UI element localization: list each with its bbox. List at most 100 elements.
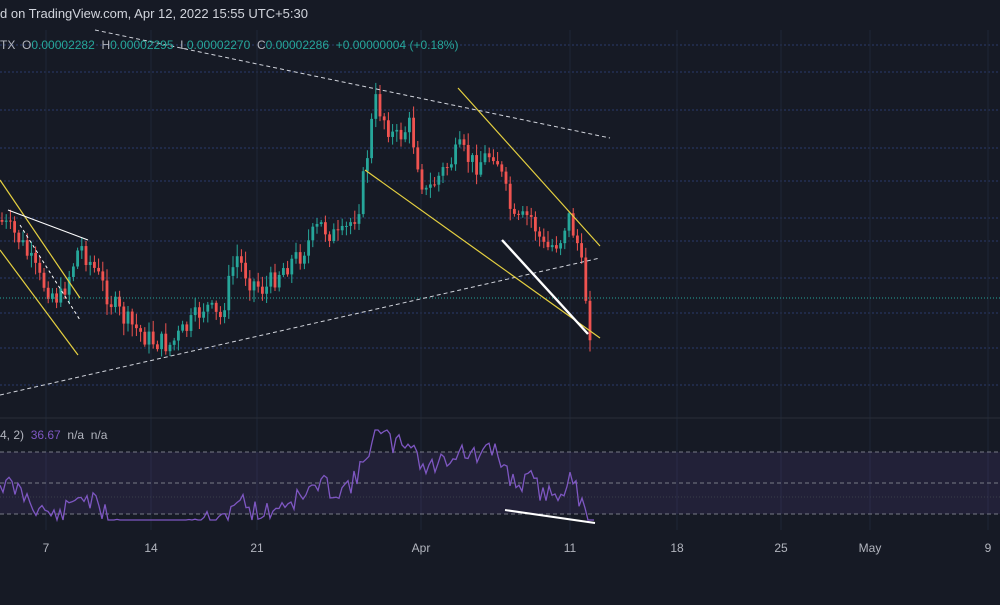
trendline-yellow-3: [457, 87, 601, 247]
candle-body: [101, 271, 105, 281]
x-tick-label: Apr: [412, 541, 431, 555]
candle-body: [328, 234, 331, 242]
candle-body: [139, 328, 142, 332]
candle-body: [181, 324, 184, 331]
indicator-params: 4, 2): [0, 428, 25, 442]
candle-body: [508, 183, 512, 209]
candle-body: [370, 118, 373, 159]
ohlc-legend: TX O0.00002282 H0.00002295 L0.00002270 C…: [0, 38, 458, 52]
candle-body: [437, 175, 441, 185]
candle-body: [256, 281, 260, 287]
candle-body: [382, 116, 386, 121]
candle-body: [63, 288, 67, 295]
candle-body: [395, 129, 399, 132]
candle-body: [471, 155, 474, 162]
candle-body: [13, 221, 16, 233]
indicator-na-1: n/a: [67, 428, 85, 442]
candle-body: [546, 241, 550, 248]
candle-body: [189, 315, 193, 331]
candle-body: [555, 245, 558, 249]
publish-info: d on TradingView.com, Apr 12, 2022 15:55…: [0, 6, 308, 21]
open-value: 0.00002282: [31, 38, 95, 52]
candle-body: [151, 331, 155, 345]
candle-body: [353, 222, 357, 224]
trendline-upper-dashed: [94, 29, 611, 139]
candle-body: [315, 224, 319, 227]
candle-body: [147, 331, 151, 345]
candle-body: [206, 304, 210, 312]
candle-body: [80, 246, 84, 251]
candle-body: [76, 250, 79, 267]
trendline-yellow-2: [0, 249, 79, 356]
candle-body: [122, 306, 126, 324]
candle-body: [416, 147, 420, 170]
candle-body: [244, 262, 247, 279]
candle-body: [366, 158, 369, 172]
candle-body: [55, 293, 58, 303]
candle-body: [252, 281, 256, 291]
candle-body: [319, 222, 323, 225]
candle-body: [429, 184, 432, 188]
candle-body: [324, 222, 327, 235]
candle-body: [525, 211, 529, 216]
candle-body: [177, 330, 180, 341]
candle-body: [214, 302, 218, 312]
x-tick-label: 7: [43, 541, 50, 555]
candle-body: [265, 286, 268, 294]
candle-body: [118, 296, 121, 307]
candle-body: [378, 94, 382, 117]
candle-body: [504, 171, 508, 184]
candle-body: [42, 272, 46, 288]
trendline-white-dashed: [19, 224, 81, 321]
candle-body: [219, 311, 222, 318]
candle-body: [408, 117, 411, 133]
candle-body: [441, 167, 445, 176]
candle-body: [88, 261, 92, 266]
candle-body: [412, 117, 415, 148]
candle-body: [534, 216, 537, 232]
candle-body: [273, 272, 277, 288]
trendline-yellow-4: [364, 169, 601, 339]
candle-body: [164, 333, 168, 352]
candle-body: [487, 153, 491, 158]
candle-body: [135, 324, 138, 329]
candle-body: [172, 340, 176, 345]
x-tick-label: 21: [250, 541, 264, 555]
symbol-label: TX: [0, 38, 16, 52]
x-tick-label: 25: [774, 541, 788, 555]
candle-body: [227, 275, 231, 311]
candle-body: [143, 331, 147, 345]
candle-body: [567, 213, 571, 231]
low-value: 0.00002270: [186, 38, 251, 52]
candle-body: [4, 220, 8, 222]
candle-body: [576, 235, 579, 244]
candle-body: [290, 258, 294, 275]
candle-body: [269, 272, 273, 287]
candle-body: [357, 214, 361, 224]
trendline-lower-dashed: [0, 257, 601, 396]
candle-body: [311, 226, 315, 241]
candle-body: [298, 252, 302, 264]
high-value: 0.00002295: [110, 38, 174, 52]
candle-body: [420, 169, 424, 190]
candle-body: [462, 139, 466, 145]
candle-body: [399, 129, 403, 140]
candle-body: [210, 302, 214, 305]
x-tick-label: 14: [144, 541, 158, 555]
candle-body: [0, 220, 4, 222]
candle-body: [361, 171, 365, 215]
candle-body: [584, 257, 588, 301]
candle-body: [433, 184, 436, 186]
candle-body: [483, 153, 487, 163]
candle-body: [114, 296, 117, 308]
candle-body: [231, 267, 235, 276]
candle-body: [542, 236, 546, 242]
candle-body: [517, 213, 520, 215]
candle-body: [84, 246, 88, 266]
candle-body: [9, 220, 12, 222]
candle-body: [294, 252, 298, 259]
candle-body: [340, 225, 344, 231]
candle-body: [387, 120, 390, 137]
